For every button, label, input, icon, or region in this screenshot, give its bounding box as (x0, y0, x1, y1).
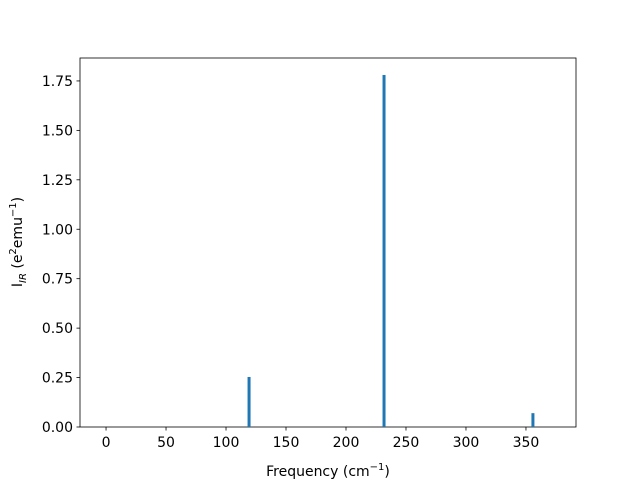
x-tick-label: 150 (273, 435, 300, 451)
bar (247, 376, 251, 427)
y-label-text: I (10, 283, 26, 287)
y-axis-label: IIR (e2emu−1) (8, 197, 29, 287)
bar (531, 413, 535, 427)
y-tick-label: 1.25 (42, 173, 73, 189)
y-tick-label: 0.00 (42, 420, 73, 436)
x-tick-label: 250 (393, 435, 420, 451)
x-tick-label: 300 (453, 435, 480, 451)
x-axis-label: Frequency (cm−1) (266, 462, 390, 480)
y-tick-label: 1.75 (42, 74, 73, 90)
x-tick-label: 350 (513, 435, 540, 451)
y-tick-label: 1.00 (42, 222, 73, 238)
x-tick-label: 0 (102, 435, 111, 451)
y-label-sup: −1 (8, 202, 19, 217)
y-tick-label: 0.75 (42, 272, 73, 288)
plot-frame (79, 57, 577, 428)
x-tick-label: 200 (333, 435, 360, 451)
y-label-text: (e (10, 255, 26, 274)
x-label-text: Frequency (cm (266, 464, 370, 480)
bar (382, 75, 386, 427)
x-label-text: ) (384, 464, 389, 480)
y-label-text: ) (10, 197, 26, 202)
x-label-sup: −1 (370, 462, 385, 473)
y-label-text: emu (10, 217, 26, 248)
y-tick-label: 0.25 (42, 371, 73, 387)
x-tick-label: 50 (157, 435, 175, 451)
y-label-sup: 2 (8, 248, 19, 254)
y-tick-label: 1.50 (42, 123, 73, 139)
y-tick-label: 0.50 (42, 321, 73, 337)
y-label-sub: IR (18, 273, 29, 283)
x-tick-label: 100 (213, 435, 240, 451)
